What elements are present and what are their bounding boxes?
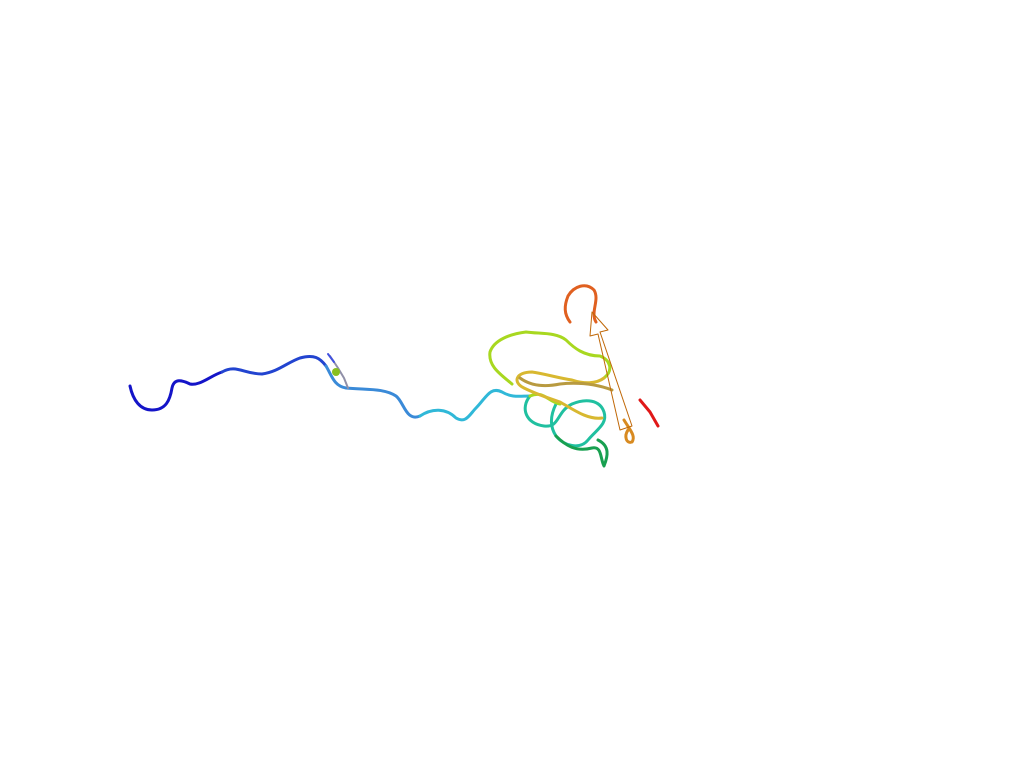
- coil-c-terminus: [638, 398, 660, 428]
- ligand-bond: [327, 353, 335, 363]
- coil-segment: [515, 370, 606, 420]
- ligand: [327, 353, 349, 389]
- coil-segment: [418, 389, 532, 422]
- coil-segment: [554, 434, 609, 468]
- ribbon-chain: [128, 284, 635, 468]
- coil-segment: [622, 418, 635, 444]
- coil-segment: [220, 354, 328, 376]
- coil-segment: [518, 376, 614, 392]
- strand-arrow: [589, 311, 633, 431]
- coil-segment: [324, 364, 422, 419]
- coil-n-terminus: [128, 370, 224, 412]
- beta-strands: [589, 311, 660, 431]
- coil-segment: [563, 284, 598, 324]
- ligand-atom: [332, 368, 340, 376]
